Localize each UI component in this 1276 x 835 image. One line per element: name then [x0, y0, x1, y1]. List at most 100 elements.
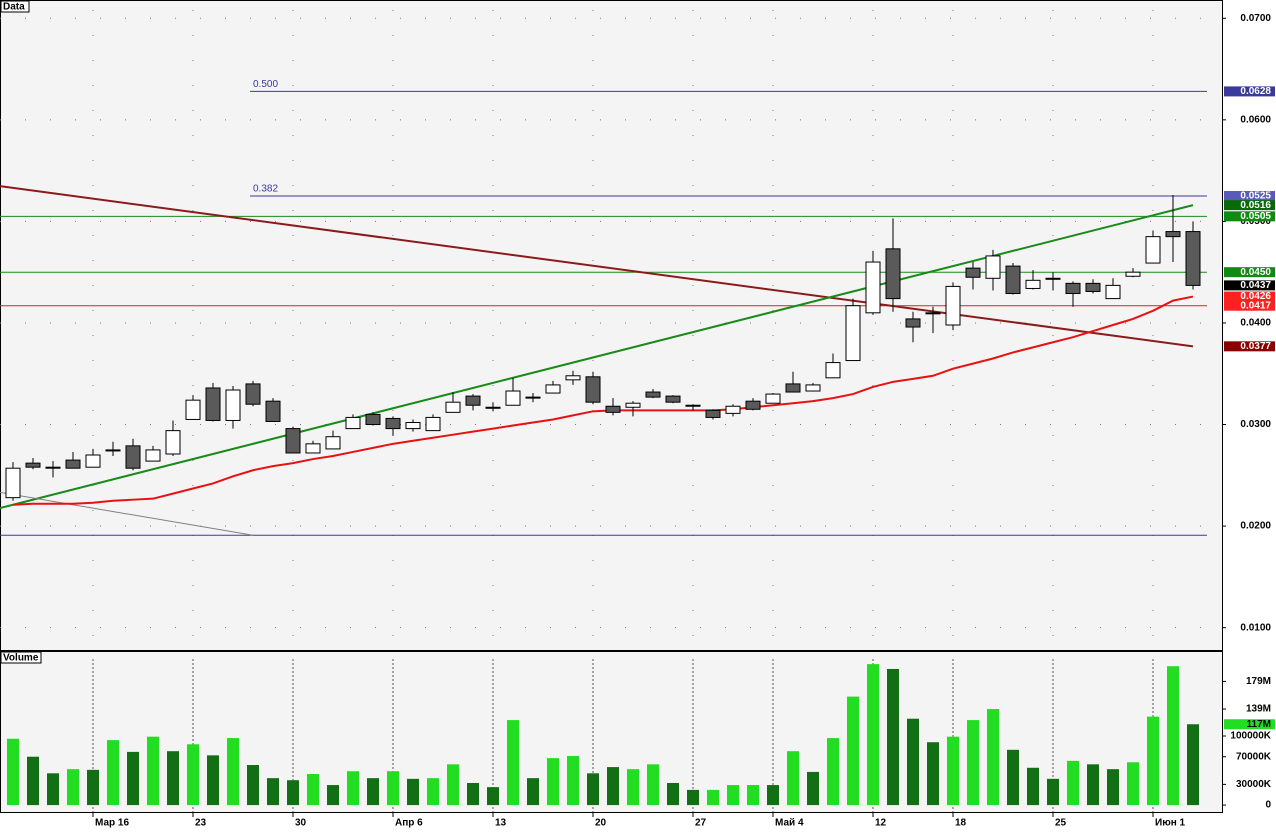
candle-body: [1145, 236, 1161, 264]
y-tick-label: 0.0500: [1240, 216, 1271, 227]
x-tick-label: Мар 16: [95, 818, 129, 829]
price-marker: [1224, 267, 1275, 278]
price-marker-label: 0.0516: [1240, 200, 1271, 211]
candle-body: [1025, 279, 1041, 289]
volume-bar: [47, 773, 59, 806]
volume-tick-label: 100000K: [1230, 731, 1271, 742]
candle-body: [585, 376, 601, 403]
price-marker: [1224, 300, 1275, 311]
volume-bar: [1187, 724, 1199, 806]
volume-bar: [927, 742, 939, 806]
candle-body: [785, 383, 801, 393]
volume-marker-label: 117M: [1247, 719, 1271, 730]
price-marker: [1224, 341, 1275, 352]
x-tick-label: 25: [1055, 818, 1067, 829]
volume-tick-label: 139M: [1246, 704, 1271, 715]
candle-body: [505, 390, 521, 406]
candle-body: [625, 402, 641, 408]
candle-body: [1045, 277, 1061, 280]
candle-body: [25, 462, 41, 468]
volume-bar: [1087, 764, 1099, 806]
x-tick-label: Апр 6: [395, 818, 423, 829]
candle-body: [565, 375, 581, 381]
moving-average: [12, 295, 1194, 506]
volume-bar: [227, 738, 239, 806]
volume-bar: [387, 771, 399, 806]
price-marker: [1224, 280, 1275, 291]
candle-body: [645, 391, 661, 398]
candle-body: [825, 362, 841, 379]
candle-body: [465, 395, 481, 406]
volume-bar: [947, 736, 959, 806]
marks-layer: [5, 195, 1201, 806]
candle-body: [525, 396, 541, 399]
candle-body: [225, 389, 241, 421]
volume-bar: [27, 756, 39, 806]
volume-bar: [727, 785, 739, 806]
candle-body: [765, 393, 781, 404]
volume-bar: [687, 789, 699, 806]
candle-body: [945, 285, 961, 326]
volume-bar: [287, 780, 299, 806]
volume-bar: [1127, 762, 1139, 806]
volume-bar: [907, 718, 919, 806]
candle-body: [1085, 282, 1101, 292]
volume-bar: [967, 720, 979, 806]
volume-bar: [1027, 767, 1039, 806]
volume-bar: [767, 785, 779, 806]
y-tick-label: 0.0300: [1240, 419, 1271, 430]
candle-body: [5, 467, 21, 499]
candle-body: [385, 417, 401, 430]
volume-bar: [247, 765, 259, 806]
x-tick-label: 20: [595, 818, 607, 829]
candle-body: [725, 405, 741, 414]
volume-bar: [707, 789, 719, 806]
candle-body: [1165, 231, 1181, 238]
candle-body: [305, 443, 321, 454]
x-tick-label: 18: [955, 818, 967, 829]
price-marker-label: 0.0377: [1240, 341, 1271, 352]
volume-bar: [867, 664, 879, 806]
price-marker: [1224, 200, 1275, 211]
candle-body: [345, 416, 361, 430]
candle-body: [745, 400, 761, 410]
volume-bar: [787, 751, 799, 806]
volume-bar: [1047, 778, 1059, 806]
candle-body: [85, 454, 101, 468]
volume-bar: [847, 696, 859, 806]
volume-bar: [547, 758, 559, 806]
volume-bar: [647, 764, 659, 806]
volume-bar: [67, 769, 79, 806]
volume-tick-label: 70000K: [1236, 751, 1272, 762]
x-tick-label: Май 4: [775, 818, 804, 829]
candle-body: [845, 305, 861, 362]
candle-body: [705, 409, 721, 418]
lines-layer: 0.500 0.382: [0, 79, 1207, 536]
candle-body: [65, 459, 81, 469]
volume-bar: [367, 778, 379, 806]
volume-bar: [1107, 769, 1119, 806]
volume-bar: [7, 738, 19, 806]
candle-body: [545, 384, 561, 394]
volume-bar: [427, 778, 439, 806]
candle-body: [285, 428, 301, 454]
candle-body: [1185, 231, 1201, 286]
volume-bar: [147, 736, 159, 806]
volume-bar: [587, 773, 599, 806]
price-marker: [1224, 211, 1275, 222]
volume-bar: [347, 771, 359, 806]
candle-body: [445, 401, 461, 413]
volume-bar: [1147, 716, 1159, 806]
price-marker-label: 0.0417: [1240, 300, 1271, 311]
price-marker-label: 0.0426: [1240, 291, 1271, 302]
candle-body: [485, 406, 501, 409]
y-tick-label: 0.0200: [1240, 521, 1271, 532]
volume-bar: [267, 778, 279, 806]
candle-body: [925, 312, 941, 315]
candle-body: [1125, 271, 1141, 277]
x-tick-label: 13: [495, 818, 507, 829]
price-panel: [0, 0, 1223, 651]
price-marker-label: 0.0450: [1240, 267, 1271, 278]
